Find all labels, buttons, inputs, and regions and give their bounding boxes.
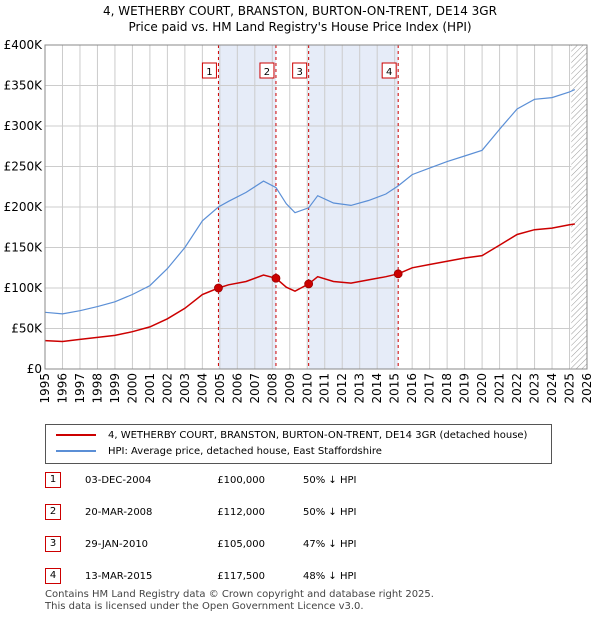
sale-point [304,279,314,289]
sale-date: 20-MAR-2008 [85,507,153,518]
legend-swatch-hpi [56,450,96,452]
x-tick-label: 2019 [458,373,472,404]
sale-date: 29-JAN-2010 [85,539,149,550]
y-tick-label: £250K [4,160,44,174]
sale-date: 13-MAR-2015 [85,571,153,582]
sale-marker-label: 2 [264,67,270,78]
price-chart: 1 2 3 4 £0 £50K £100K £150K £200K £250K £300K £350… [4,38,594,404]
sale-point [271,273,281,283]
y-tick-label: £50K [11,322,43,336]
x-tick-label: 2017 [423,373,437,404]
legend-item-hpi: HPI: Average price, detached house, East… [56,444,382,460]
sale-price: £100,000 [217,475,265,486]
x-tick-label: 2020 [475,373,489,404]
x-tick-label: 1998 [90,373,104,404]
x-tick-label: 2026 [580,373,594,404]
sale-hpi-diff: 48% ↓ HPI [303,571,357,582]
sale-price: £117,500 [217,571,265,582]
y-tick-label: £150K [4,241,44,255]
x-tick-label: 2014 [370,373,384,404]
x-tick-label: 2011 [318,373,332,404]
sale-marker-label: 2 [45,504,61,520]
sale-date: 03-DEC-2004 [85,475,152,486]
x-tick-label: 1999 [108,373,122,404]
sale-marker-label: 4 [386,67,392,78]
x-tick-label: 2021 [493,373,507,404]
x-tick-label: 2002 [160,373,174,404]
legend-label-hpi: HPI: Average price, detached house, East… [108,446,382,457]
y-tick-label: £0 [27,362,42,376]
x-tick-label: 2023 [528,373,542,404]
sale-hpi-diff: 47% ↓ HPI [303,539,357,550]
x-tick-label: 2009 [283,373,297,404]
x-tick-label: 2022 [510,373,524,404]
forecast-hatch [571,45,587,369]
y-tick-label: £100K [4,281,44,295]
sale-point [214,283,223,293]
plot-border [44,44,588,370]
footer-licence: This data is licensed under the Open Gov… [45,601,364,612]
sale-price: £112,000 [217,507,265,518]
sale-marker-box [292,62,308,79]
sale-point [393,269,403,279]
x-tick-label: 2013 [353,373,367,404]
x-tick-label: 2003 [178,373,192,404]
legend-item-property: 4, WETHERBY COURT, BRANSTON, BURTON-ON-T… [56,428,527,444]
sale-row: 2 20-MAR-2008 £112,000 50% ↓ HPI [45,504,550,522]
sale-price: £105,000 [217,539,265,550]
legend-swatch-property [56,434,96,436]
x-tick-label: 2007 [248,373,262,404]
x-tick-label: 2025 [563,373,577,404]
x-tick-label: 2004 [195,373,209,404]
sale-marker-label: 1 [45,472,61,488]
sale-marker-label: 3 [296,67,302,78]
x-tick-label: 2000 [125,373,139,404]
footer-copyright: Contains HM Land Registry data © Crown c… [45,589,434,600]
sale-marker-box [381,62,397,79]
chart-title-line1: 4, WETHERBY COURT, BRANSTON, BURTON-ON-T… [103,4,497,18]
sale-marker-label: 1 [206,67,212,78]
x-tick-label: 1996 [55,373,69,404]
y-tick-label: £350K [4,79,44,93]
x-tick-label: 1995 [38,373,52,404]
sale-marker-label: 4 [45,568,61,584]
sale-row: 1 03-DEC-2004 £100,000 50% ↓ HPI [45,472,550,490]
sale-row: 4 13-MAR-2015 £117,500 48% ↓ HPI [45,568,550,586]
x-tick-label: 2024 [545,373,559,404]
x-tick-label: 2015 [388,373,402,404]
x-tick-label: 2012 [335,373,349,404]
x-tick-label: 2001 [143,373,157,404]
x-tick-label: 2008 [265,373,279,404]
x-tick-label: 2006 [230,373,244,404]
y-tick-label: £400K [4,38,44,52]
sale-marker-label: 3 [45,536,61,552]
chart-title-line2: Price paid vs. HM Land Registry's House … [128,20,472,34]
sale-hpi-diff: 50% ↓ HPI [303,475,357,486]
y-tick-label: £300K [4,119,44,133]
legend-label-property: 4, WETHERBY COURT, BRANSTON, BURTON-ON-T… [108,430,528,441]
x-tick-label: 2016 [405,373,419,404]
x-tick-label: 1997 [73,373,87,404]
sale-hpi-diff: 50% ↓ HPI [303,507,357,518]
series-line-hpi [44,89,576,315]
sale-marker-box [201,62,217,79]
x-tick-label: 2018 [440,373,454,404]
x-tick-label: 2005 [213,373,227,404]
sale-marker-box [259,62,275,79]
y-tick-label: £200K [4,200,44,214]
x-tick-label: 2010 [300,373,314,404]
legend: 4, WETHERBY COURT, BRANSTON, BURTON-ON-T… [45,424,552,464]
sale-row: 3 29-JAN-2010 £105,000 47% ↓ HPI [45,536,550,554]
